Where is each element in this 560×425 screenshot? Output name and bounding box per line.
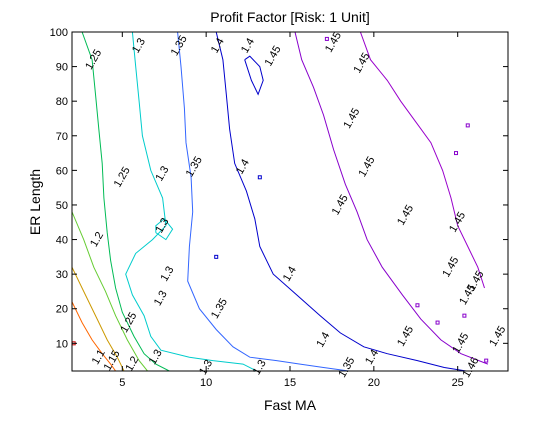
contour-label-17: 1.45 [330, 193, 351, 218]
contour-label-20: 1.3 [152, 289, 170, 308]
contour-line-3 [81, 32, 170, 371]
contour-line-2 [72, 211, 148, 371]
contour-label-22: 1.35 [209, 296, 230, 321]
y-tick-label-4: 50 [56, 200, 68, 212]
contour-label-21: 1.4 [281, 264, 299, 283]
contour-label-14: 1.3 [153, 164, 171, 183]
contour-label-24: 1.45 [440, 255, 461, 280]
contour-line-1 [72, 266, 125, 371]
y-tick-label-2: 30 [56, 269, 68, 281]
y-tick-label-3: 40 [56, 235, 68, 247]
contour-label-8: 1.45 [341, 106, 362, 131]
y-tick-label-9: 100 [50, 27, 68, 39]
contour-line-9 [244, 55, 264, 96]
y-axis-label: ER Length [27, 169, 43, 235]
contour-label-29: 1.45 [487, 324, 508, 349]
y-tick-label-1: 20 [56, 304, 68, 316]
speckle-9 [484, 358, 489, 363]
contour-lines [72, 32, 489, 371]
x-tick-label-1: 10 [200, 377, 212, 389]
speckle-1 [324, 36, 329, 41]
y-axis-ticks: 10 20 30 40 50 60 70 80 90 100 [50, 27, 508, 350]
y-tick-label-5: 60 [56, 165, 68, 177]
contour-label-31: 1.4 [314, 330, 332, 349]
contour-label-15: 1.25 [112, 165, 133, 190]
contour-labels: 1.251.3 1.35 1.4 1.4 1.451.451.451.451.451.4… [83, 30, 508, 380]
contour-label-27: 1.45 [395, 324, 416, 349]
y-tick-label-6: 70 [56, 131, 68, 143]
contour-label-28: 1.45 [450, 331, 471, 356]
speckle-8 [462, 313, 467, 318]
contour-label-11: 1.45 [447, 210, 468, 235]
contour-label-4: 1.4 [239, 36, 257, 55]
contour-label-12: 1.35 [184, 155, 205, 180]
contour-label-34: 1.3 [251, 358, 269, 377]
contour-line-0 [72, 301, 117, 371]
speckle-7 [435, 320, 440, 325]
speckle-2 [465, 123, 470, 128]
contour-label-0: 1.25 [83, 47, 104, 72]
x-tick-label-4: 25 [452, 377, 464, 389]
y-tick-label-0: 10 [56, 338, 68, 350]
contour-line-5 [177, 32, 349, 371]
x-axis-ticks: 5 10 15 20 25 [119, 32, 464, 389]
x-axis-label: Fast MA [264, 397, 317, 413]
y-tick-label-8: 90 [56, 62, 68, 74]
contour-line-4 [125, 32, 257, 371]
contour-label-35: 1.35 [336, 355, 357, 380]
x-tick-label-3: 20 [368, 377, 380, 389]
contour-label-30: 1.4 [363, 348, 381, 367]
contour-label-6: 1.45 [323, 30, 344, 55]
contour-label-5: 1.45 [263, 44, 284, 69]
contour-line-10 [155, 218, 174, 241]
contour-label-3: 1.4 [209, 36, 227, 55]
contour-label-10: 1.45 [395, 203, 416, 228]
contour-label-19: 1.3 [158, 264, 176, 283]
contour-label-7: 1.45 [351, 51, 372, 76]
x-tick-label-0: 5 [119, 377, 125, 389]
contour-label-13: 1.4 [234, 157, 252, 176]
speckle-5 [214, 254, 219, 259]
speckle-6 [415, 303, 420, 308]
chart-title: Profit Factor [Risk: 1 Unit] [210, 9, 369, 25]
contour-label-2: 1.35 [169, 33, 190, 58]
contour-label-23: 1.25 [118, 310, 139, 335]
speckle-4 [257, 175, 262, 180]
contour-line-8 [359, 32, 485, 289]
x-tick-label-2: 15 [284, 377, 296, 389]
contour-label-9: 1.45 [356, 155, 377, 180]
y-tick-label-7: 80 [56, 96, 68, 108]
contour-line-6 [215, 32, 467, 371]
speckle-3 [454, 151, 459, 156]
contour-line-7 [294, 32, 489, 365]
contour-label-18: 1.2 [88, 230, 106, 249]
